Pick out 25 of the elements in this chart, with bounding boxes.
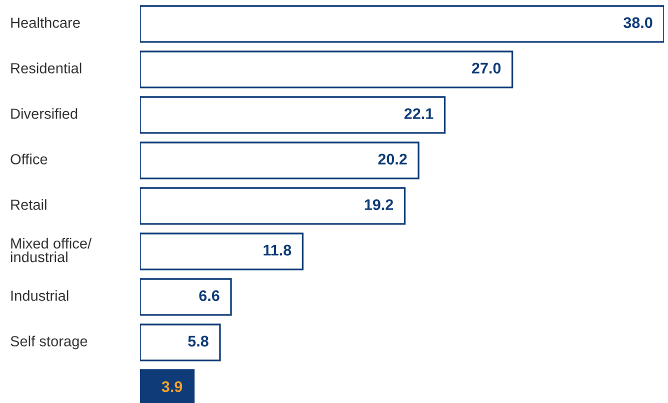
data-label: 27.0	[472, 62, 501, 74]
y-tick-label: Healthcare	[11, 17, 80, 28]
bar	[140, 96, 446, 134]
data-label: 38.0	[624, 17, 652, 28]
y-tick-label: Diversified	[11, 108, 78, 119]
data-label: 11.8	[264, 244, 292, 256]
data-label: 3.9	[162, 381, 182, 392]
y-tick-label: Industrial	[11, 290, 68, 301]
bar	[140, 278, 232, 316]
data-label: 20.2	[378, 154, 407, 165]
y-tick-label: Office	[10, 154, 48, 164]
y-tick-label: Retail	[11, 199, 46, 210]
y-tick-label: Self storage	[10, 336, 88, 350]
data-label: 19.2	[364, 199, 394, 210]
data-label: 22.1	[404, 108, 434, 119]
data-label: 6.6	[199, 290, 220, 302]
y-tick-label: Residential	[11, 62, 82, 74]
data-label: 5.8	[188, 336, 208, 347]
bar	[140, 232, 304, 270]
bar	[140, 50, 514, 88]
bar	[140, 324, 221, 362]
y-tick-label: Mixed office/ industrial	[10, 238, 92, 262]
bar	[140, 5, 664, 43]
bar	[140, 142, 420, 180]
bar	[140, 187, 406, 225]
